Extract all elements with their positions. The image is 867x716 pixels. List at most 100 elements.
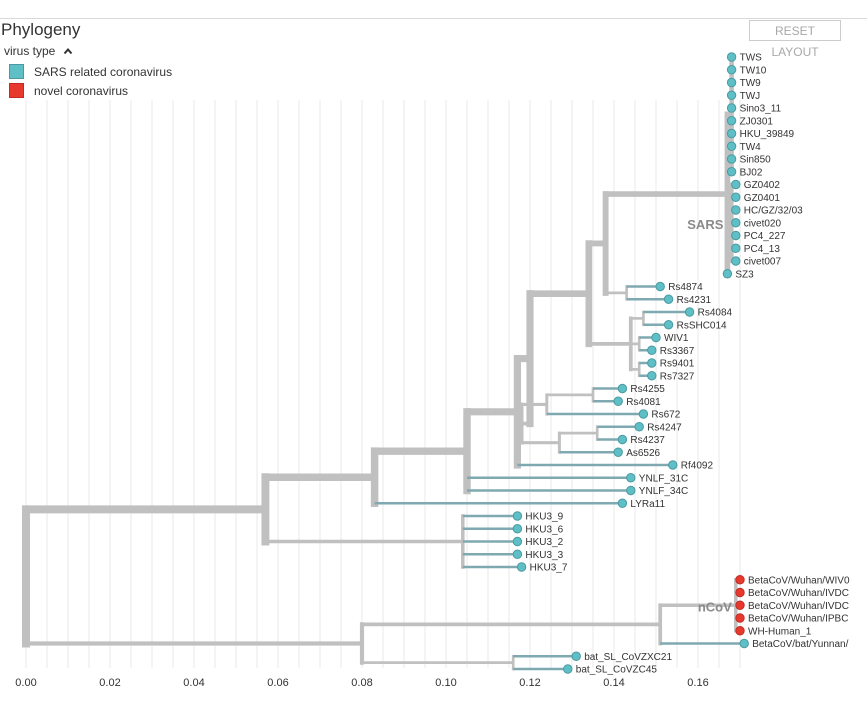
reset-layout-button[interactable]: RESET LAYOUT <box>749 20 841 59</box>
legend-item-novel-coronavirus[interactable]: novel coronavirus <box>9 83 128 98</box>
legend-item-sars-related[interactable]: SARS related coronavirus <box>9 64 172 79</box>
tip-node <box>563 664 573 674</box>
legend-title: virus type <box>4 44 56 58</box>
tip-node <box>731 205 741 215</box>
tip-node <box>663 294 674 304</box>
tip-label: GZ0401 <box>744 193 781 204</box>
tip-node <box>626 473 636 483</box>
tip-label: Rs672 <box>651 410 680 421</box>
tip-node <box>617 498 628 508</box>
legend-item-label: novel coronavirus <box>34 83 129 98</box>
tip-node <box>731 256 741 266</box>
tip-label: Rs4874 <box>668 282 703 293</box>
tip-node <box>655 281 665 292</box>
tip-node <box>651 332 661 343</box>
tip-label: BJ02 <box>740 167 763 178</box>
tip-node <box>735 626 745 636</box>
tip-node <box>617 434 628 445</box>
tip-label: HKU_39849 <box>740 129 795 140</box>
tip-label: SZ3 <box>735 269 754 280</box>
tip-label: Rs4081 <box>626 397 661 408</box>
tip-node <box>684 307 695 317</box>
tip-label: Sino3_11 <box>740 104 782 115</box>
tip-label: BetaCoV/Wuhan/IVDC <box>748 601 849 612</box>
tip-node <box>735 575 745 585</box>
x-axis-tick-label: 0.14 <box>603 677 624 689</box>
tip-label: bat_SL_CoVZXC21 <box>584 652 672 663</box>
tip-label: YNLF_34C <box>639 486 688 497</box>
tip-label: TW10 <box>740 65 767 76</box>
tip-node <box>735 600 745 610</box>
tip-node <box>626 485 636 496</box>
legend-toggle[interactable]: virus type <box>4 44 73 58</box>
tip-node <box>663 320 674 330</box>
tip-label: TWJ <box>740 91 761 102</box>
tip-label: PC4_13 <box>744 244 781 255</box>
tip-label: Rf4092 <box>681 461 714 472</box>
tip-node <box>647 345 657 355</box>
tip-node <box>731 243 741 253</box>
legend-swatch <box>9 83 24 98</box>
tip-label: WH-Human_1 <box>748 626 812 637</box>
tip-label: WIV1 <box>664 333 689 344</box>
tip-node <box>613 396 623 406</box>
tip-label: Rs4247 <box>647 422 682 433</box>
tip-node <box>731 230 741 241</box>
x-axis-tick-label: 0.06 <box>267 677 288 689</box>
tip-node <box>726 141 737 151</box>
x-axis-tick-label: 0.00 <box>15 677 36 689</box>
tip-node <box>512 524 523 534</box>
tip-label: Rs4231 <box>677 295 712 306</box>
tip-label: Rs4255 <box>630 384 665 395</box>
x-axis-tick-label: 0.02 <box>99 677 120 689</box>
tip-node <box>731 192 741 202</box>
tip-label: Rs3367 <box>660 346 695 357</box>
tip-label: RsSHC014 <box>677 320 727 331</box>
tip-label: YNLF_31C <box>639 473 688 484</box>
tip-node <box>731 218 741 228</box>
x-axis-tick-label: 0.08 <box>351 677 372 689</box>
tip-node <box>668 460 678 470</box>
tip-node <box>722 269 733 279</box>
tip-node <box>726 77 737 88</box>
tip-node <box>735 613 745 623</box>
tip-label: HKU3_6 <box>525 524 563 535</box>
tip-label: BetaCoV/Wuhan/IVDC <box>748 588 849 599</box>
x-axis-tick-label: 0.04 <box>183 677 204 689</box>
tip-label: Rs7327 <box>660 371 695 382</box>
tip-node <box>571 651 581 661</box>
tip-label: HKU3_3 <box>525 550 563 561</box>
tip-node <box>726 154 737 164</box>
tip-label: HKU3_2 <box>525 537 563 548</box>
tip-node <box>512 536 523 547</box>
tip-node <box>516 562 527 572</box>
tip-label: Sin850 <box>740 155 772 166</box>
tip-label: TW4 <box>740 142 762 153</box>
tip-label: BetaCoV/Wuhan/WIV0 <box>748 575 850 586</box>
tip-node <box>512 549 523 559</box>
panel-title: Phylogeny <box>1 20 81 39</box>
tip-label: HKU3_7 <box>530 563 568 574</box>
tip-node <box>726 52 737 62</box>
tip-node <box>647 371 657 381</box>
tip-label: ZJ0301 <box>740 116 774 127</box>
tip-node <box>647 358 657 368</box>
legend-swatch <box>9 64 24 79</box>
tip-node <box>634 422 644 432</box>
tip-label: TWS <box>740 53 763 64</box>
tip-label: BetaCoV/Wuhan/IPBC <box>748 614 848 625</box>
tip-label: LYRa11 <box>630 499 665 510</box>
tip-node <box>726 103 737 113</box>
tip-label: TW9 <box>740 78 762 89</box>
chevron-up-icon <box>64 47 73 55</box>
tip-node <box>739 638 749 649</box>
tip-node <box>638 409 649 419</box>
tip-label: As6526 <box>626 448 660 459</box>
x-axis-tick-label: 0.10 <box>435 677 456 689</box>
tip-node <box>617 383 628 394</box>
x-axis-tick-label: 0.12 <box>519 677 540 689</box>
clade-label: SARS <box>687 217 723 232</box>
tip-label: civet020 <box>744 218 782 229</box>
tip-node <box>512 511 523 521</box>
